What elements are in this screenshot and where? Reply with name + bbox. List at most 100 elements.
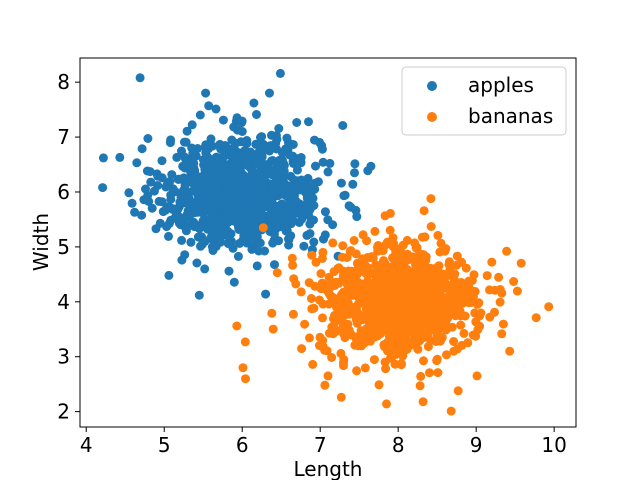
point-bananas [495,285,505,294]
point-bananas [468,330,478,340]
point-bananas [289,274,299,284]
point-bananas [516,258,526,268]
point-bananas [392,337,402,347]
point-apples [298,207,307,217]
point-apples [229,122,239,132]
point-apples [213,161,223,170]
point-apples [221,141,231,151]
point-apples [147,203,157,213]
point-bananas [418,397,428,407]
point-apples [175,197,185,207]
point-apples [235,238,244,248]
point-bananas [462,293,472,303]
point-apples [297,214,307,224]
point-bananas [485,285,494,295]
point-apples [149,186,159,196]
point-bananas [353,341,363,351]
point-bananas [393,260,403,270]
y-tick-label: 3 [57,345,70,369]
point-bananas [342,280,352,290]
point-apples [269,183,279,192]
point-apples [366,161,376,171]
point-bananas [410,238,420,248]
point-apples [244,224,254,234]
point-bananas [297,344,307,354]
point-bananas [238,363,248,373]
point-bananas [497,329,507,339]
point-apples [226,203,236,213]
point-bananas [353,263,363,273]
point-bananas [363,267,373,277]
point-apples [188,149,198,159]
point-bananas [240,337,250,347]
y-tick-label: 7 [57,125,70,149]
point-apples [242,202,252,212]
point-bananas [494,272,504,282]
point-apples [193,207,203,217]
point-apples [223,239,233,249]
point-bananas [380,259,390,269]
x-tick-label: 4 [80,433,93,457]
point-apples [292,165,302,175]
point-bananas [352,315,362,325]
point-apples [179,152,189,162]
y-tick-label: 6 [57,180,70,204]
point-bananas [323,371,333,381]
point-bananas [425,368,434,378]
point-bananas [338,241,348,251]
point-apples [165,138,175,148]
point-apples [279,166,289,176]
point-bananas [327,322,337,332]
point-bananas [352,366,362,376]
point-bananas [340,296,349,306]
point-apples [177,235,187,245]
point-bananas [440,293,450,303]
point-bananas [339,361,348,371]
point-bananas [374,380,384,390]
point-apples [162,222,172,232]
point-bananas [304,278,314,288]
point-apples [254,246,264,256]
point-bananas [408,337,418,346]
point-apples [292,198,302,207]
point-apples [258,182,268,192]
point-bananas [381,364,391,374]
point-bananas [318,313,327,323]
x-tick-label: 9 [470,433,483,457]
point-apples [289,175,298,184]
point-bananas [385,301,395,311]
point-apples [194,224,204,234]
point-apples [130,207,140,217]
point-apples [252,232,262,242]
point-bananas [314,295,324,305]
point-bananas [415,381,425,391]
point-bananas [419,206,429,216]
point-bananas [456,320,466,330]
point-bananas [442,350,451,360]
point-apples [270,260,279,270]
point-bananas [371,260,381,270]
point-apples [180,180,190,190]
point-bananas [468,286,478,296]
series-apples [98,68,376,300]
point-bananas [318,247,328,257]
point-bananas [378,271,387,280]
x-tick-label: 5 [158,433,171,457]
point-bananas [300,319,310,329]
point-apples [189,185,199,195]
point-apples [297,185,307,195]
point-bananas [421,306,431,316]
point-bananas [449,305,459,315]
point-bananas [449,298,459,308]
point-bananas [338,271,348,281]
point-apples [137,210,147,220]
point-bananas [505,346,515,356]
point-bananas [403,265,412,275]
point-apples [315,137,325,147]
point-apples [243,238,253,248]
point-bananas [361,304,371,314]
point-apples [253,152,263,162]
point-bananas [241,374,250,384]
point-bananas [369,355,379,365]
point-apples [200,264,210,274]
